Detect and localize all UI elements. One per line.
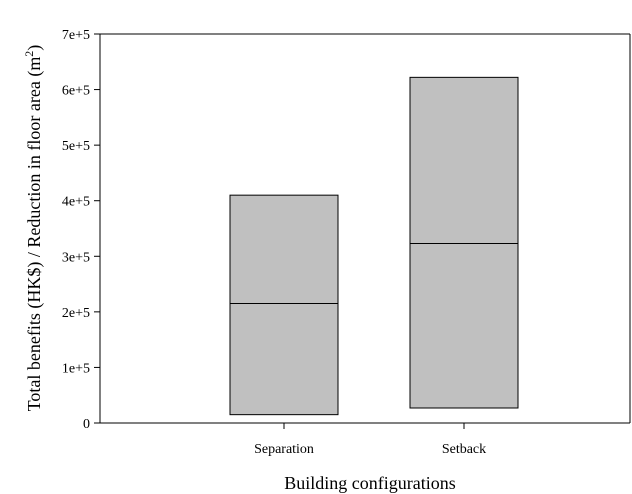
y-tick-label: 1e+5 bbox=[62, 361, 90, 376]
y-axis-title-main: Total benefits (HK$) / Reduction in floo… bbox=[24, 57, 45, 412]
y-axis-title: Total benefits (HK$) / Reduction in floo… bbox=[22, 45, 45, 412]
y-axis-ticks: 0 1e+5 2e+5 3e+5 4e+5 5e+5 6e+5 7e+5 bbox=[62, 28, 100, 432]
y-axis-title-end: ) bbox=[24, 45, 45, 51]
y-axis-title-superscript: 2 bbox=[22, 51, 36, 57]
boxes-group bbox=[229, 76, 519, 416]
x-axis-ticks: Separation Setback bbox=[254, 423, 486, 457]
x-tick-label: Setback bbox=[442, 442, 486, 457]
x-axis-title: Building configurations bbox=[284, 473, 455, 493]
y-tick-label: 3e+5 bbox=[62, 250, 90, 265]
y-tick-label: 5e+5 bbox=[62, 139, 90, 154]
y-tick-label: 7e+5 bbox=[62, 28, 90, 43]
box-setback bbox=[409, 76, 519, 409]
x-tick-label: Separation bbox=[254, 442, 314, 457]
box-separation bbox=[229, 194, 339, 416]
y-tick-label: 6e+5 bbox=[62, 84, 90, 99]
y-tick-label: 2e+5 bbox=[62, 306, 90, 321]
y-tick-label: 4e+5 bbox=[62, 195, 90, 210]
y-tick-label: 0 bbox=[83, 417, 90, 432]
